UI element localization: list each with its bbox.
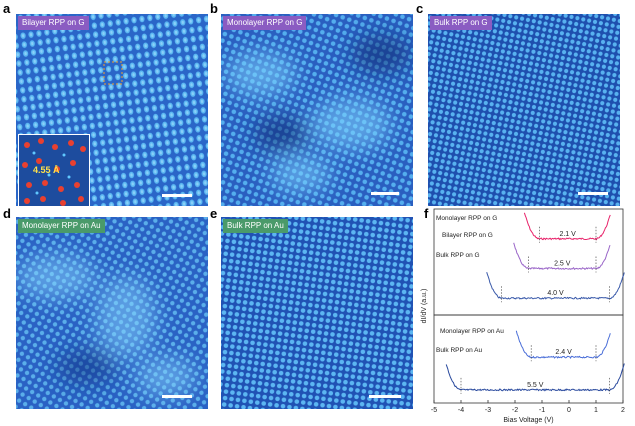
stm-image-c: Bulk RPP on G [428,14,620,206]
panel-e-letter: e [210,206,218,221]
x-tick-label: 0 [567,407,571,414]
panel-f-letter: f [424,206,429,221]
plot-frame-bottom [433,314,624,404]
scale-bar-c [578,192,608,195]
stm-image-a: Bilayer RPP on G 4.55 Å [16,14,208,206]
scale-bar-b [371,192,399,195]
x-tick-label: -4 [458,407,464,414]
scale-bar-d [162,395,192,398]
panel-c-title: Bulk RPP on G [430,16,492,30]
stm-image-d: Monolayer RPP on Au [16,217,208,409]
x-tick-label: -1 [539,407,545,414]
gap-label: 2.5 V [554,261,571,268]
series-label: Bulk RPP on Au [436,347,483,354]
gap-label: 2.4 V [555,349,572,356]
sts-curve-top-2 [486,272,625,300]
sts-curve-bottom-0 [515,330,611,359]
stm-inset-a: 4.55 Å [18,134,90,206]
gap-label: 4.0 V [547,290,564,297]
panel-a-title: Bilayer RPP on G [18,16,89,30]
panel-e-title: Bulk RPP on Au [223,219,288,233]
panel-b-letter: b [210,1,218,16]
x-tick-label: -3 [485,407,491,414]
scale-bar-a [162,194,192,197]
sts-plot: -5 -4 -3 -2 -1 0 1 2 Bias Voltage (V) dI/dV (a.u.… [421,208,625,424]
series-label: Bilayer RPP on G [442,232,493,239]
panel-b-title: Monolayer RPP on G [223,16,307,30]
panel-a-letter: a [3,1,11,16]
gap-label: 2.1 V [559,231,576,238]
x-tick-label: -2 [512,407,518,414]
panel-d-title: Monolayer RPP on Au [18,219,105,233]
x-tick-label: 2 [621,407,625,414]
series-label: Monolayer RPP on Au [440,328,504,335]
panel-c-letter: c [416,1,424,16]
sts-curve-top-0 [523,212,611,241]
x-axis-label: Bias Voltage (V) [503,417,553,424]
stm-image-b: Monolayer RPP on G [221,14,413,206]
sts-curve-bottom-1 [445,363,625,392]
panel-d-letter: d [3,206,11,221]
x-tick-label: 1 [594,407,598,414]
x-tick-label: -5 [431,407,437,414]
stm-image-e: Bulk RPP on Au [221,217,413,409]
inset-spacing-label: 4.55 Å [33,165,60,175]
series-label: Bulk RPP on G [436,252,480,259]
scale-bar-e [369,395,401,398]
gap-label: 5.5 V [527,382,544,389]
sts-curve-top-1 [513,242,611,271]
series-label: Monolayer RPP on G [436,215,497,222]
y-axis-label: dI/dV (a.u.) [421,289,428,324]
